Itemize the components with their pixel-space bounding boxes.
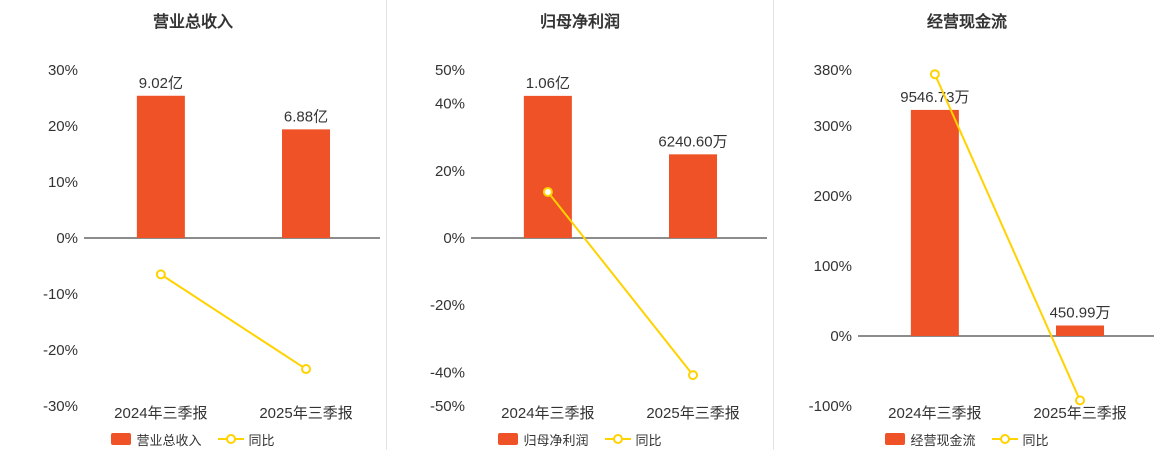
bar-value-label: 6240.60万 <box>658 133 727 150</box>
chart-legend: 经营现金流 同比 <box>774 428 1160 450</box>
y-tick-label: 40% <box>435 96 465 113</box>
bar <box>910 109 959 337</box>
bar-swatch-icon <box>111 433 132 445</box>
y-tick-label: -100% <box>809 398 852 415</box>
bar <box>523 95 572 238</box>
y-tick-label: -30% <box>43 398 78 415</box>
bar <box>1056 325 1105 336</box>
line-marker-icon <box>604 434 631 444</box>
legend-label: 营业总收入 <box>136 432 202 448</box>
y-tick-label: 380% <box>814 62 852 79</box>
chart-title: 归母净利润 <box>539 14 620 31</box>
chart-plot: 50% 40% 20% 0% -20% -40% -50% 1.06亿 6240.60万 2024… <box>387 40 773 428</box>
line-marker-icon <box>217 434 244 444</box>
y-tick-label: 100% <box>814 258 852 275</box>
legend-item-bar-series[interactable]: 归母净利润 <box>498 430 589 449</box>
y-tick-label: -20% <box>43 342 78 359</box>
legend-item-bar-series[interactable]: 经营现金流 <box>885 430 976 449</box>
y-tick-label: -40% <box>430 364 465 381</box>
y-tick-label: 0% <box>56 230 78 247</box>
y-tick-label: 50% <box>435 62 465 79</box>
yoy-line <box>933 73 1081 401</box>
panel-operating-revenue: 营业总收入 30% 20% 10% 0% -10% -20% -30% 9.02亿 6.88亿 2… <box>0 0 386 450</box>
y-tick-label: 20% <box>435 163 465 180</box>
panel-operating-cash-flow: 经营现金流 380% 300% 200% 100% 0% -100% 9546.73万 450… <box>773 0 1160 450</box>
bar-swatch-icon <box>885 433 906 445</box>
bar <box>136 95 185 238</box>
x-axis-label: 2025年三季报 <box>1033 405 1126 422</box>
y-tick-label: -20% <box>430 297 465 314</box>
legend-label: 同比 <box>635 432 662 448</box>
bar-value-label: 9546.73万 <box>900 89 969 106</box>
y-tick-label: 20% <box>48 118 78 135</box>
chart-title: 营业总收入 <box>152 14 233 31</box>
line-marker-icon <box>991 434 1018 444</box>
y-tick-label: -50% <box>430 398 465 415</box>
legend-item-line-series[interactable]: 同比 <box>604 430 662 449</box>
chart-plot: 30% 20% 10% 0% -10% -20% -30% 9.02亿 6.88亿 2024年三季… <box>0 40 386 428</box>
chart-legend: 营业总收入 同比 <box>0 428 386 450</box>
legend-item-line-series[interactable]: 同比 <box>991 430 1049 449</box>
y-tick-label: 30% <box>48 62 78 79</box>
yoy-line <box>547 191 694 376</box>
x-axis-label: 2025年三季报 <box>259 405 352 422</box>
legend-label: 归母净利润 <box>523 432 589 448</box>
panel-net-profit: 归母净利润 50% 40% 20% 0% -20% -40% -50% 1.06亿 6240.6… <box>386 0 773 450</box>
yoy-marker <box>542 186 553 197</box>
bar-value-label: 450.99万 <box>1050 305 1111 322</box>
bar-value-label: 6.88亿 <box>284 108 328 125</box>
y-tick-label: 300% <box>814 118 852 135</box>
yoy-marker <box>301 364 312 375</box>
x-axis-label: 2024年三季报 <box>888 405 981 422</box>
chart-plot: 380% 300% 200% 100% 0% -100% 9546.73万 450.99万 20… <box>774 40 1160 428</box>
y-tick-label: 0% <box>443 230 465 247</box>
bar-value-label: 9.02亿 <box>139 75 183 92</box>
bar-swatch-icon <box>498 433 519 445</box>
x-axis-label: 2025年三季报 <box>646 405 739 422</box>
chart-canvas: 50% 40% 20% 0% -20% -40% -50% 1.06亿 6240.60万 2024… <box>430 62 767 422</box>
yoy-marker <box>155 269 166 280</box>
yoy-marker <box>688 370 699 381</box>
legend-item-line-series[interactable]: 同比 <box>217 430 275 449</box>
chart-canvas: 30% 20% 10% 0% -10% -20% -30% 9.02亿 6.88亿 2024年三季… <box>43 62 380 422</box>
bar <box>282 129 331 238</box>
x-axis-label: 2024年三季报 <box>114 405 207 422</box>
y-tick-label: 10% <box>48 174 78 191</box>
chart-canvas: 380% 300% 200% 100% 0% -100% 9546.73万 450.99万 20… <box>809 62 1154 422</box>
yoy-line <box>160 273 307 370</box>
bar <box>669 154 718 238</box>
x-axis-label: 2024年三季报 <box>501 405 594 422</box>
legend-label: 同比 <box>248 432 275 448</box>
y-tick-label: -10% <box>43 286 78 303</box>
yoy-marker <box>929 69 940 80</box>
chart-legend: 归母净利润 同比 <box>387 428 773 450</box>
yoy-marker <box>1075 395 1086 406</box>
bar-value-label: 1.06亿 <box>526 75 570 92</box>
legend-label: 经营现金流 <box>910 432 976 448</box>
chart-title: 经营现金流 <box>926 14 1007 31</box>
y-tick-label: 0% <box>830 328 852 345</box>
y-tick-label: 200% <box>814 188 852 205</box>
legend-item-bar-series[interactable]: 营业总收入 <box>111 430 202 449</box>
legend-label: 同比 <box>1022 432 1049 448</box>
